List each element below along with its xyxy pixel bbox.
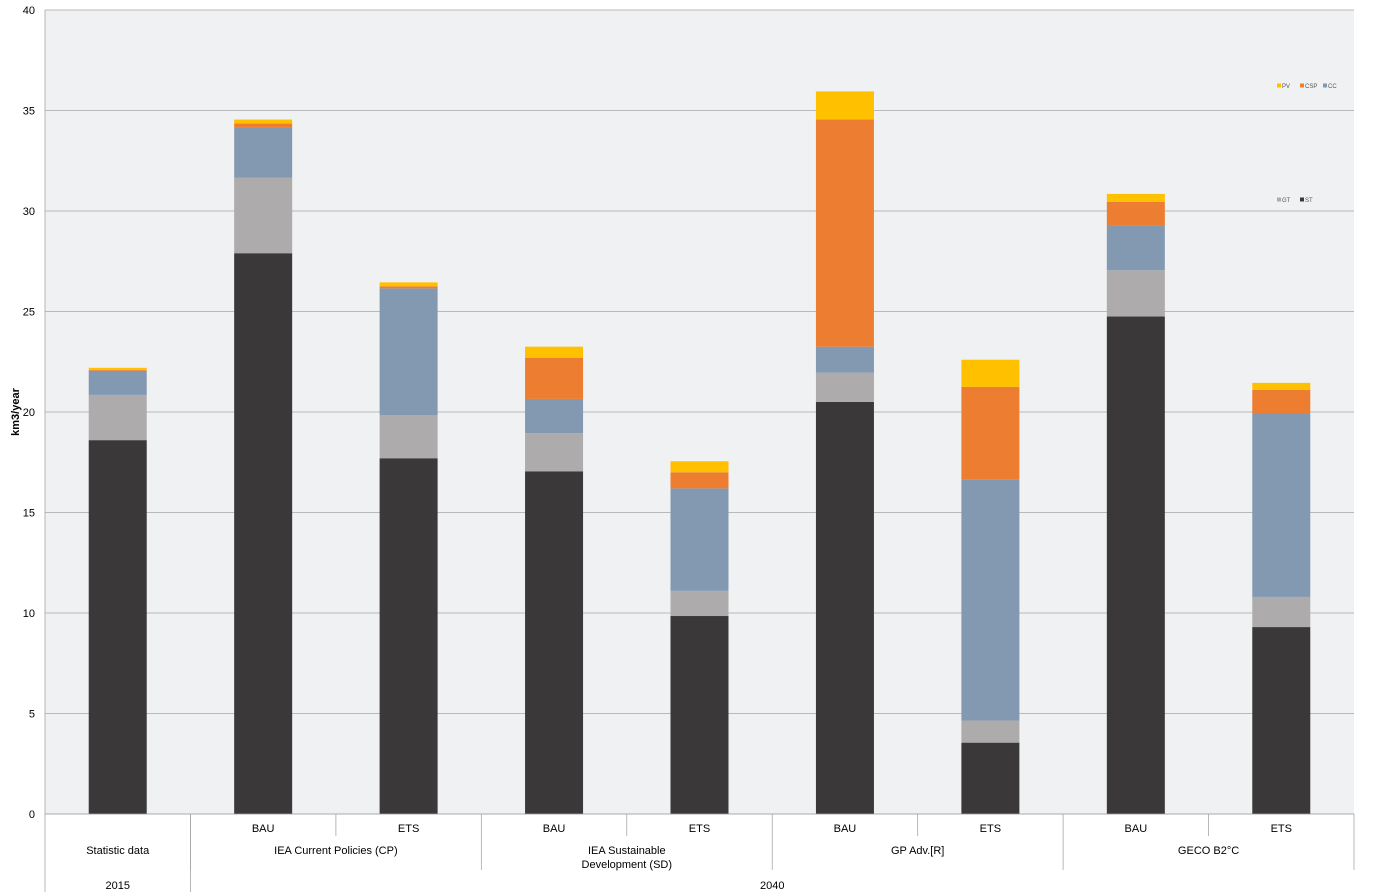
bar-segment-st <box>88 440 147 814</box>
bar-segment-gt <box>961 720 1020 743</box>
bar-segment-cc <box>670 488 729 591</box>
bar-segment-csp <box>88 369 147 371</box>
legend-label: PV <box>1282 84 1290 90</box>
bar-segment-st <box>961 742 1020 814</box>
legend-swatch-st <box>1300 197 1304 202</box>
x-tick-label: ETS <box>689 823 710 835</box>
bar-segment-pv <box>525 346 584 358</box>
year-group-label: 2015 <box>105 880 129 892</box>
bar-segment-gt <box>1106 270 1165 317</box>
bar-segment-cc <box>1252 414 1311 597</box>
legend-label: CC <box>1328 84 1337 90</box>
bar-segment-st <box>670 616 729 814</box>
y-tick-label: 25 <box>23 307 35 319</box>
bar-segment-pv <box>88 367 147 370</box>
scenario-group-label: IEA Current Policies (CP) <box>274 845 397 857</box>
bar-segment-pv <box>670 461 729 473</box>
y-tick-label: 40 <box>23 5 35 17</box>
legend-swatch-cc <box>1323 83 1327 88</box>
y-tick-label: 35 <box>23 106 35 118</box>
bar-segment-pv <box>1106 193 1165 202</box>
y-axis: 0 5 10 15 20 25 30 35 40 <box>23 5 46 821</box>
bar-segment-cc <box>815 346 874 373</box>
x-tick-label: BAU <box>834 823 857 835</box>
bar-segment-cc <box>525 398 584 434</box>
y-tick-label: 30 <box>23 206 35 218</box>
bar-segment-csp <box>815 119 874 347</box>
bar-segment-pv <box>961 359 1020 387</box>
legend-label: CSP <box>1305 84 1317 90</box>
x-tick-label: BAU <box>543 823 566 835</box>
legend: PV CSP CC GT ST <box>1277 83 1337 204</box>
bar-segment-gt <box>234 177 293 254</box>
x-tick-label: ETS <box>1271 823 1292 835</box>
bar-segment-st <box>1106 316 1165 814</box>
bar-segment-csp <box>1252 389 1311 415</box>
bar-segment-pv <box>1252 382 1311 390</box>
bar-segment-csp <box>234 123 293 128</box>
x-axis: BAU ETS BAU ETS BAU ETS BAU ETS Statistic data IE… <box>44 813 1355 892</box>
bar-segment-gt <box>815 372 874 402</box>
year-group-label: 2040 <box>760 880 784 892</box>
y-tick-label: 5 <box>29 709 35 721</box>
x-tick-label: BAU <box>252 823 275 835</box>
y-tick-label: 15 <box>23 508 35 520</box>
scenario-group-label: IEA Sustainable <box>588 845 666 857</box>
bar-segment-csp <box>670 472 729 489</box>
bar-segment-pv <box>234 119 293 124</box>
y-axis-label: km3/year <box>10 387 22 435</box>
bar-segment-pv <box>815 91 874 120</box>
bar-segment-csp <box>379 286 438 289</box>
scenario-group-label: Statistic data <box>86 845 150 857</box>
bar-segment-st <box>1252 627 1311 814</box>
bar-segment-st <box>234 253 293 814</box>
bar-segment-cc <box>1106 225 1165 271</box>
bars <box>88 91 1311 814</box>
bar-segment-gt <box>670 590 729 617</box>
bar-segment-gt <box>525 433 584 472</box>
bar-segment-gt <box>1252 596 1311 628</box>
bar-segment-st <box>379 458 438 814</box>
y-tick-label: 20 <box>23 407 35 419</box>
scenario-group-label-line2: Development (SD) <box>582 859 672 871</box>
legend-swatch-pv <box>1277 83 1281 88</box>
x-tick-label: BAU <box>1125 823 1148 835</box>
scenario-group-label: GECO B2°C <box>1178 845 1239 857</box>
bar-segment-st <box>525 471 584 814</box>
bar-segment-gt <box>88 394 147 441</box>
bar-segment-csp <box>1106 201 1165 226</box>
x-tick-label: ETS <box>980 823 1001 835</box>
bar-segment-cc <box>234 127 293 178</box>
x-tick-label: ETS <box>398 823 419 835</box>
bar-segment-csp <box>961 386 1020 480</box>
bar-segment-cc <box>88 370 147 395</box>
y-tick-label: 10 <box>23 608 35 620</box>
bar-segment-pv <box>379 282 438 287</box>
bar-segment-cc <box>379 288 438 416</box>
bar-segment-cc <box>961 479 1020 721</box>
scenario-group-label: GP Adv.[R] <box>891 845 944 857</box>
bar-segment-st <box>815 401 874 814</box>
bar-segment-csp <box>525 357 584 399</box>
legend-swatch-gt <box>1277 197 1281 202</box>
legend-swatch-csp <box>1300 83 1304 88</box>
legend-label: GT <box>1282 198 1291 204</box>
bar-segment-gt <box>379 415 438 459</box>
y-tick-label: 0 <box>29 809 35 821</box>
legend-label: ST <box>1305 198 1313 204</box>
